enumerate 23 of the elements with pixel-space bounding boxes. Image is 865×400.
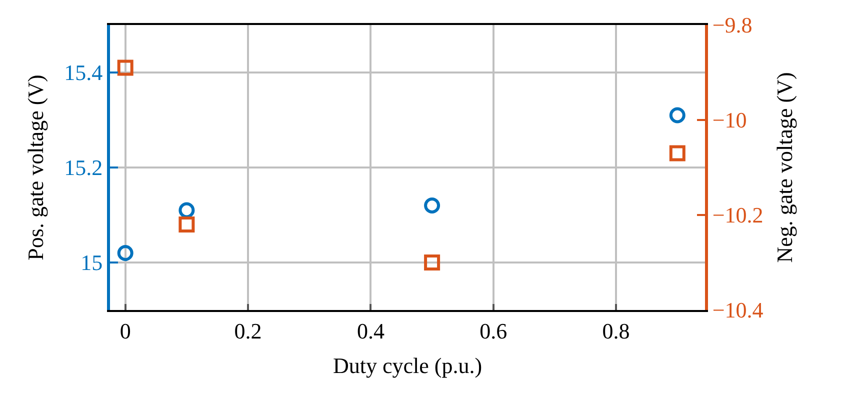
- y2-tick-label: −10.4: [712, 298, 764, 323]
- point: [117, 60, 134, 76]
- point: [178, 216, 195, 232]
- y-tick-label: 15: [80, 250, 103, 276]
- y-axis-title: Pos. gate voltage (V): [22, 74, 48, 260]
- point: [117, 245, 134, 261]
- point: [669, 107, 686, 124]
- y-tick-label: 15.2: [64, 155, 103, 180]
- point: [424, 198, 440, 214]
- x-tick-label: 0.8: [602, 318, 630, 344]
- y2-tick-label: −10: [712, 108, 747, 133]
- point: [669, 145, 686, 162]
- x-tick-label: 0.2: [234, 318, 262, 344]
- y2-axis-title: Neg. gate voltage (V): [772, 72, 798, 263]
- x-tick-label: 0: [120, 318, 131, 344]
- y2-tick-label: −9.8: [712, 12, 752, 38]
- x-tick-label: 0.4: [356, 318, 384, 344]
- point: [424, 254, 440, 270]
- x-axis-title: Duty cycle (p.u.): [332, 352, 482, 378]
- y2-tick-label: −10.2: [712, 202, 764, 228]
- x-tick-label: 0.6: [480, 318, 508, 344]
- y-tick-label: 15.4: [64, 60, 103, 86]
- point: [178, 202, 195, 218]
